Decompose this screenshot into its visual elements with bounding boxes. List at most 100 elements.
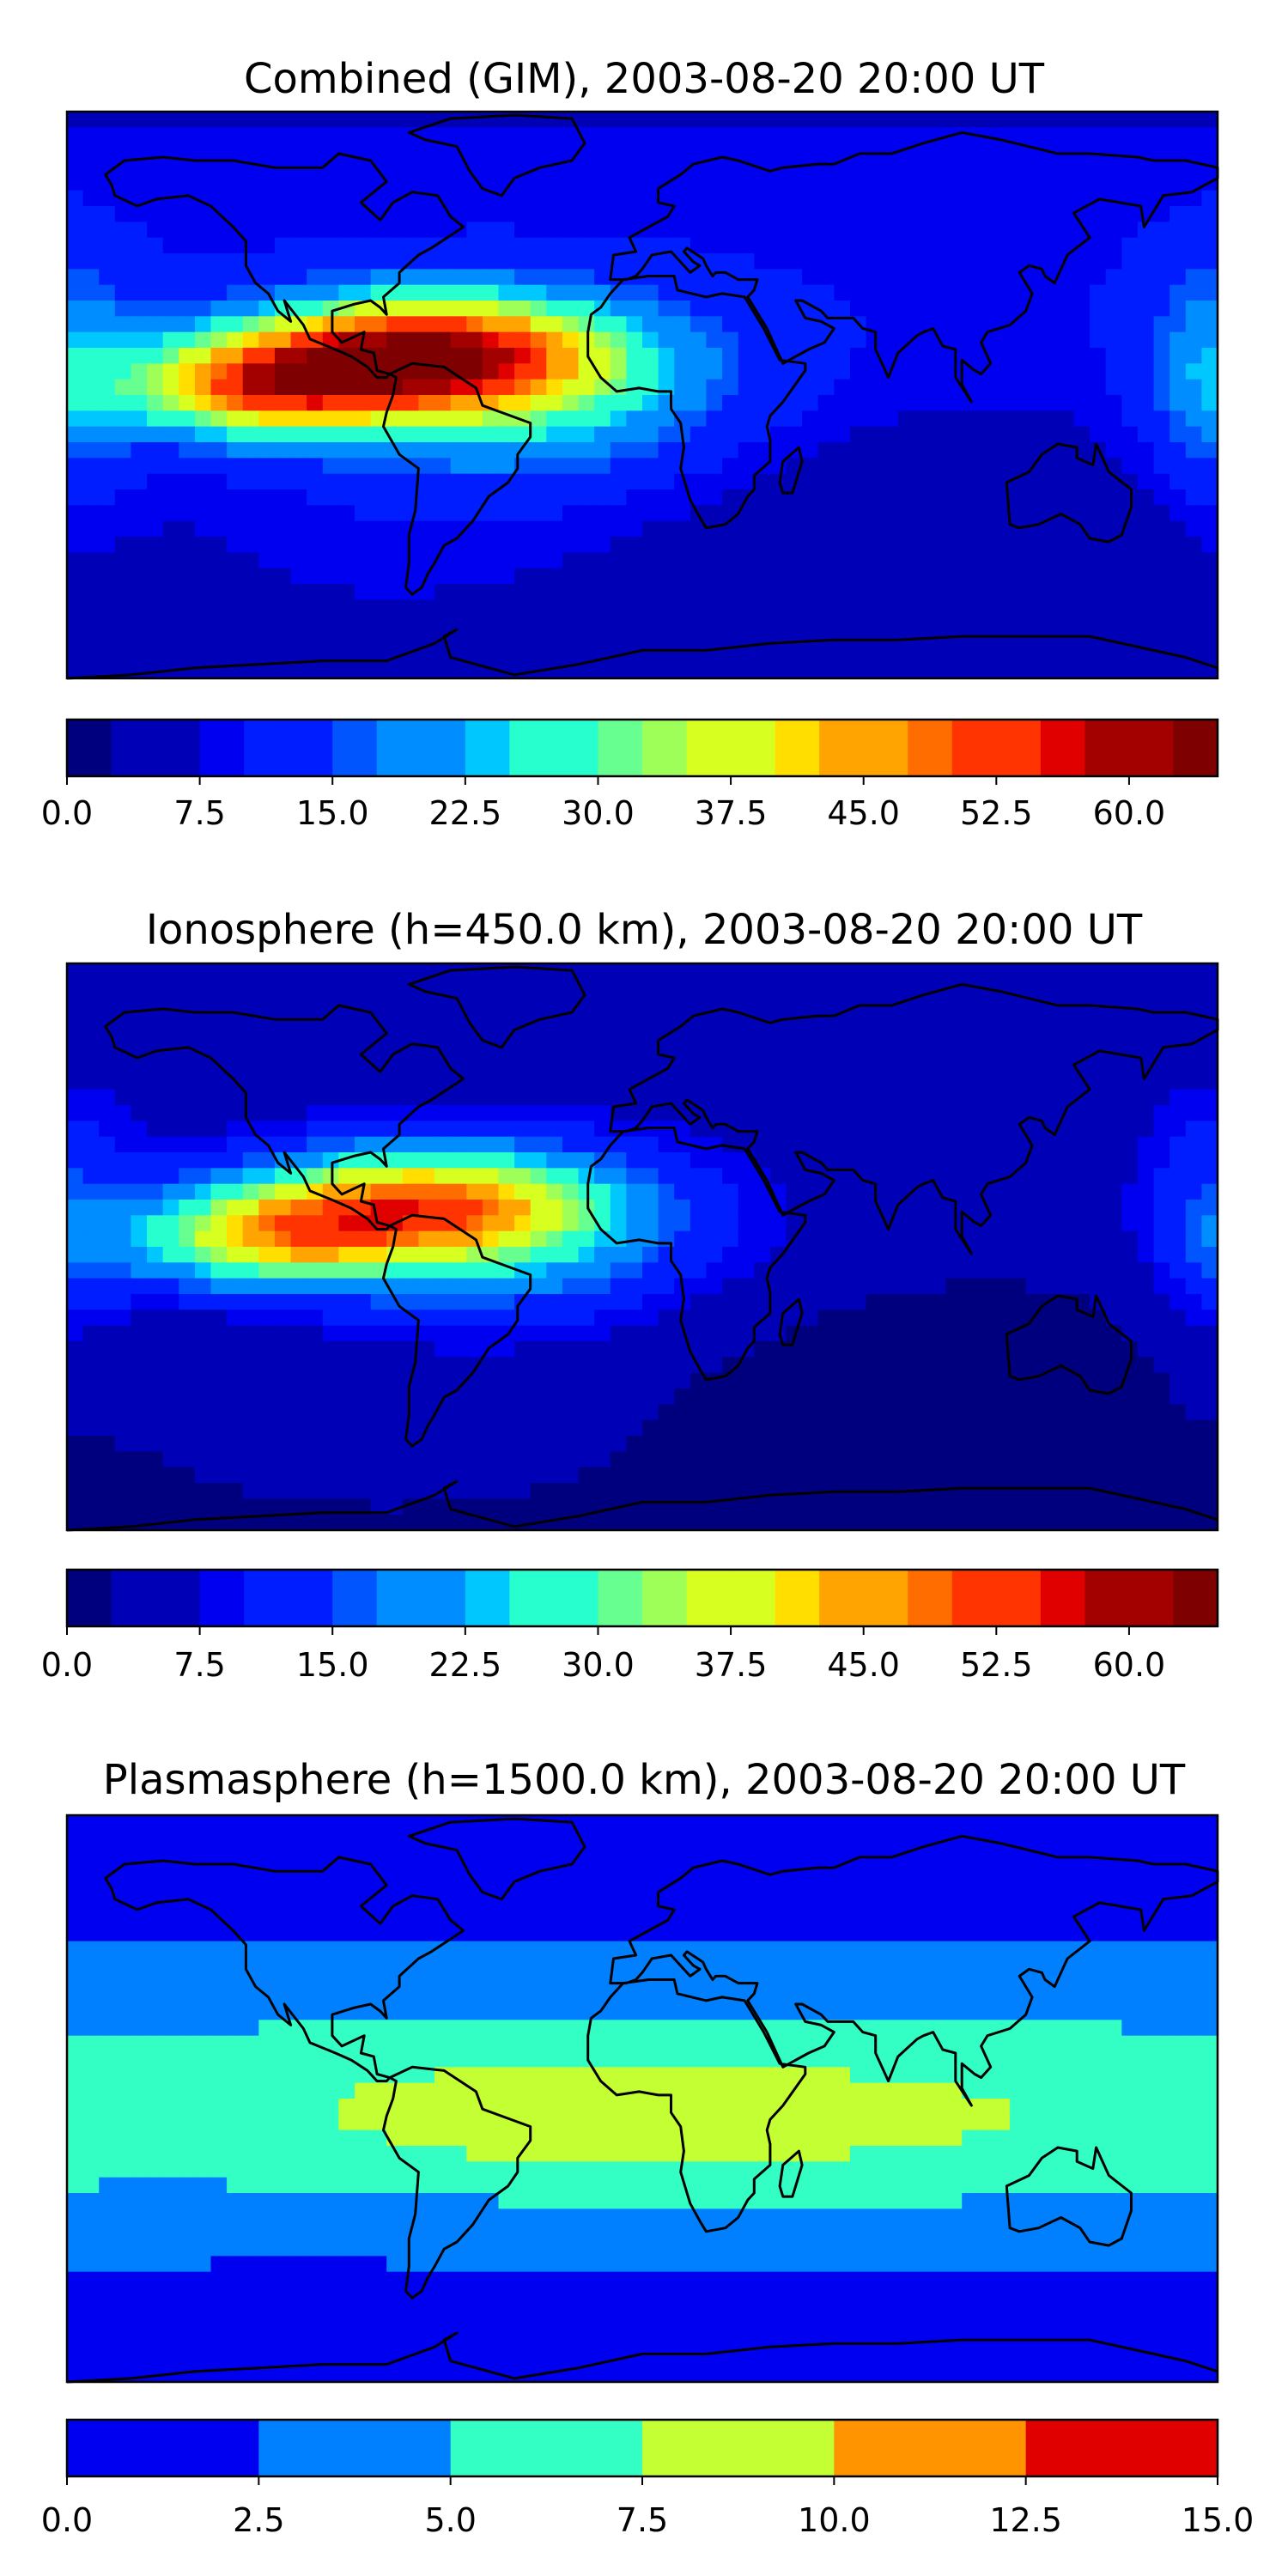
heatmap-cell — [1201, 1121, 1218, 1138]
heatmap-cell — [897, 301, 914, 317]
heatmap-cell — [1042, 1372, 1059, 1389]
heatmap-cell — [1105, 1341, 1122, 1358]
heatmap-cell — [993, 1058, 1011, 1074]
heatmap-cell — [977, 222, 995, 239]
heatmap-cell — [1121, 552, 1139, 569]
heatmap-cell — [690, 206, 708, 222]
heatmap-cell — [594, 1341, 611, 1358]
heatmap-cell — [386, 1436, 404, 1452]
heatmap-cell — [610, 1278, 627, 1295]
heatmap-cell — [817, 1089, 835, 1106]
colorbar-segment — [996, 720, 1042, 776]
heatmap-cell — [530, 1294, 547, 1310]
heatmap-cell — [338, 253, 355, 270]
heatmap-cell — [131, 237, 148, 254]
heatmap-cell — [338, 1325, 355, 1342]
heatmap-cell — [179, 662, 196, 679]
heatmap-cell — [962, 537, 979, 553]
heatmap-cell — [1090, 395, 1107, 411]
heatmap-cell — [1153, 143, 1170, 160]
heatmap-cell — [498, 1404, 515, 1421]
heatmap-cell — [962, 395, 979, 411]
heatmap-cell — [434, 253, 452, 270]
heatmap-cell — [67, 1105, 84, 1121]
heatmap-cell — [82, 284, 100, 301]
heatmap-cell — [307, 395, 324, 411]
heatmap-cell — [466, 1309, 483, 1327]
heatmap-cell — [1042, 127, 1059, 144]
heatmap-cell — [355, 237, 372, 254]
heatmap-cell — [194, 284, 212, 301]
heatmap-cell — [914, 584, 931, 600]
heatmap-cell — [546, 1372, 563, 1389]
heatmap-cell — [802, 520, 819, 538]
heatmap-cell — [546, 1419, 563, 1437]
heatmap-cell — [562, 269, 580, 286]
heatmap-cell — [1010, 127, 1027, 144]
heatmap-cell — [418, 1089, 435, 1106]
heatmap-cell — [355, 395, 372, 411]
heatmap-cell — [1010, 190, 1027, 207]
heatmap-cell — [610, 1247, 627, 1263]
heatmap-cell — [834, 1121, 851, 1138]
heatmap-cell — [131, 1372, 148, 1389]
heatmap-cell — [402, 301, 420, 317]
heatmap-cell — [131, 458, 148, 475]
heatmap-cell — [514, 143, 532, 160]
heatmap-cell — [514, 301, 532, 317]
heatmap-cell — [82, 363, 100, 380]
heatmap-cell — [706, 1278, 723, 1295]
heatmap-cell — [849, 1357, 867, 1374]
heatmap-cell — [1201, 994, 1218, 1012]
heatmap-cell — [1090, 1247, 1107, 1263]
heatmap-cell — [114, 520, 132, 538]
heatmap-cell — [131, 1168, 148, 1185]
heatmap-cell — [1185, 1325, 1202, 1342]
heatmap-cell — [114, 206, 132, 222]
heatmap-cell — [242, 316, 259, 333]
heatmap-cell — [1057, 458, 1075, 475]
heatmap-cell — [1010, 505, 1027, 522]
heatmap-cell — [977, 410, 995, 428]
heatmap-cell — [594, 1183, 611, 1200]
heatmap-cell — [1042, 363, 1059, 380]
heatmap-cell — [242, 662, 259, 679]
heatmap-cell — [546, 379, 563, 396]
heatmap-cell — [258, 1183, 276, 1200]
heatmap-cell — [626, 505, 643, 522]
heatmap-cell — [67, 127, 84, 144]
heatmap-cell — [690, 1467, 708, 1484]
heatmap-cell — [194, 301, 212, 317]
heatmap-cell — [290, 1168, 307, 1185]
heatmap-cell — [962, 253, 979, 270]
heatmap-cell — [1170, 979, 1187, 996]
heatmap-cell — [930, 1419, 947, 1437]
heatmap-cell — [114, 505, 132, 522]
heatmap-cell — [1170, 112, 1187, 128]
heatmap-cell — [882, 143, 899, 160]
heatmap-cell — [594, 1058, 611, 1074]
heatmap-cell — [82, 1419, 100, 1437]
heatmap-cell — [99, 1042, 116, 1059]
heatmap-cell — [834, 1451, 851, 1468]
heatmap-cell — [1090, 1451, 1107, 1468]
heatmap-cell — [690, 1215, 708, 1232]
heatmap-cell — [930, 647, 947, 664]
heatmap-cell — [945, 1183, 963, 1200]
heatmap-cell — [114, 489, 132, 506]
heatmap-cell — [514, 1215, 532, 1232]
heatmap-cell — [738, 395, 755, 411]
heatmap-cell — [610, 1404, 627, 1421]
heatmap-cell — [738, 1230, 755, 1248]
colorbar-frame — [65, 718, 1219, 778]
heatmap-cell — [594, 615, 611, 632]
heatmap-cell — [370, 568, 387, 585]
heatmap-cell — [1010, 1341, 1027, 1358]
heatmap-cell — [274, 647, 292, 664]
heatmap-cell — [930, 1136, 947, 1153]
heatmap-cell — [307, 631, 324, 647]
heatmap-cell — [131, 316, 148, 333]
colorbar-segment — [598, 720, 643, 776]
heatmap-cell — [1010, 458, 1027, 475]
heatmap-cell — [962, 112, 979, 128]
